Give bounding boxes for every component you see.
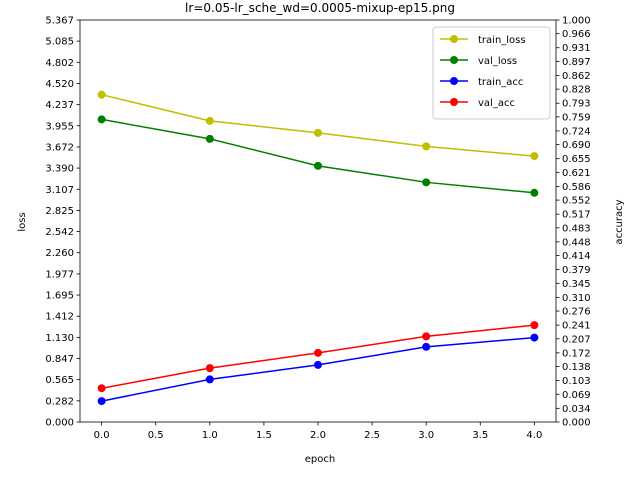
x-tick-label: 1.0 <box>202 430 218 441</box>
right-y-tick-label: 0.069 <box>562 390 591 401</box>
left-y-tick-label: 2.542 <box>45 227 74 238</box>
data-point-val_acc <box>97 384 106 393</box>
data-point-train_acc <box>530 333 539 342</box>
right-y-tick-label: 0.483 <box>562 223 591 234</box>
data-point-train_loss <box>205 116 214 125</box>
right-y-tick-label: 0.931 <box>562 43 591 54</box>
left-y-tick-label: 0.282 <box>45 396 74 407</box>
right-y-tick-label: 0.828 <box>562 85 591 96</box>
left-y-tick-label: 4.802 <box>45 58 74 69</box>
left-y-tick-label: 2.825 <box>45 206 74 217</box>
left-y-tick-label: 3.107 <box>45 185 74 196</box>
left-y-tick-label: 3.390 <box>45 164 74 175</box>
right-y-tick-label: 0.517 <box>562 210 591 221</box>
left-y-tick-label: 3.672 <box>45 142 74 153</box>
left-y-tick-label: 1.412 <box>45 312 74 323</box>
right-y-tick-label: 1.000 <box>562 16 591 27</box>
right-y-tick-label: 0.172 <box>562 348 591 359</box>
right-y-tick-label: 0.207 <box>562 334 591 345</box>
legend-marker-train_loss <box>450 35 458 43</box>
left-y-tick-label: 2.260 <box>45 248 74 259</box>
left-y-tick-label: 1.695 <box>45 291 74 302</box>
right-y-tick-label: 0.448 <box>562 237 591 248</box>
right-y-tick-label: 0.379 <box>562 265 591 276</box>
right-y-tick-label: 0.034 <box>562 404 591 415</box>
legend-label-train_loss: train_loss <box>478 35 526 46</box>
x-tick-label: 3.5 <box>472 430 488 441</box>
data-point-train_acc <box>314 360 322 369</box>
data-point-train_loss <box>314 128 322 137</box>
left-y-tick-label: 4.520 <box>45 79 74 90</box>
legend-marker-val_loss <box>450 56 458 64</box>
x-tick-label: 4.0 <box>526 430 542 441</box>
left-y-tick-label: 0.000 <box>45 418 74 429</box>
data-point-val_loss <box>205 134 214 143</box>
right-y-tick-label: 0.655 <box>562 154 591 165</box>
left-y-tick-label: 5.085 <box>45 37 74 48</box>
right-y-tick-label: 0.552 <box>562 196 591 207</box>
right-y-tick-label: 0.414 <box>562 251 591 262</box>
x-tick-label: 2.0 <box>310 430 326 441</box>
left-y-tick-label: 5.367 <box>45 16 74 27</box>
right-y-tick-label: 0.241 <box>562 321 591 332</box>
data-point-train_loss <box>97 90 106 99</box>
right-y-tick-label: 0.862 <box>562 71 591 82</box>
right-y-tick-label: 0.897 <box>562 57 591 68</box>
data-point-val_loss <box>422 178 431 187</box>
data-point-val_loss <box>97 115 106 124</box>
data-point-val_loss <box>530 188 539 197</box>
data-point-train_loss <box>530 152 539 161</box>
x-tick-label: 0.0 <box>94 430 110 441</box>
right-y-tick-label: 0.000 <box>562 418 591 429</box>
right-y-tick-label: 0.586 <box>562 182 591 193</box>
data-point-train_acc <box>205 375 214 384</box>
left-y-tick-label: 3.955 <box>45 121 74 132</box>
data-point-val_loss <box>314 161 322 170</box>
data-point-val_acc <box>422 332 431 341</box>
left-y-tick-label: 0.847 <box>45 354 74 365</box>
right-y-tick-label: 0.310 <box>562 293 591 304</box>
chart-title: lr=0.05-lr_sche_wd=0.0005-mixup-ep15.png <box>185 1 455 15</box>
left-y-tick-label: 1.130 <box>45 333 74 344</box>
axes-layer: 0.0 0.5 1.0 1.5 2.0 2.5 3.0 3.5 4.0 0.000 0.282 0.5… <box>45 16 590 442</box>
right-y-tick-label: 0.793 <box>562 99 591 110</box>
right-y-tick-label: 0.138 <box>562 362 591 373</box>
data-point-val_acc <box>205 364 214 373</box>
left-y-tick-label: 4.237 <box>45 100 74 111</box>
right-y-tick-label: 0.103 <box>562 376 591 387</box>
x-tick-label: 3.0 <box>418 430 434 441</box>
series-layer <box>97 90 539 406</box>
right-y-tick-label: 0.690 <box>562 140 591 151</box>
legend-label-val_loss: val_loss <box>478 56 517 67</box>
left-y-tick-label: 1.977 <box>45 269 74 280</box>
legend-box <box>432 26 551 120</box>
legend-label-val_acc: val_acc <box>478 98 515 109</box>
right-y-tick-label: 0.724 <box>562 126 591 137</box>
left-y-tick-label: 0.565 <box>45 375 74 386</box>
x-tick-label: 1.5 <box>256 430 272 441</box>
legend: train_loss val_loss train_acc val_acc <box>432 26 551 120</box>
data-point-train_loss <box>422 142 431 151</box>
legend-marker-train_acc <box>450 77 458 85</box>
data-point-train_acc <box>97 397 106 406</box>
data-point-train_acc <box>422 342 431 351</box>
legend-label-train_acc: train_acc <box>478 77 523 88</box>
right-y-tick-label: 0.759 <box>562 112 591 123</box>
right-y-tick-label: 0.276 <box>562 307 591 318</box>
right-y-tick-label: 0.966 <box>562 29 591 40</box>
left-y-axis-label: loss <box>17 212 28 231</box>
legend-marker-val_acc <box>450 98 458 106</box>
data-point-val_acc <box>530 321 539 330</box>
x-tick-label: 2.5 <box>364 430 380 441</box>
x-tick-label: 0.5 <box>148 430 164 441</box>
right-y-tick-label: 0.621 <box>562 168 591 179</box>
right-y-tick-label: 0.345 <box>562 279 591 290</box>
x-axis-label: epoch <box>305 454 335 465</box>
data-point-val_acc <box>314 348 322 357</box>
right-y-axis-label: accuracy <box>614 199 625 244</box>
